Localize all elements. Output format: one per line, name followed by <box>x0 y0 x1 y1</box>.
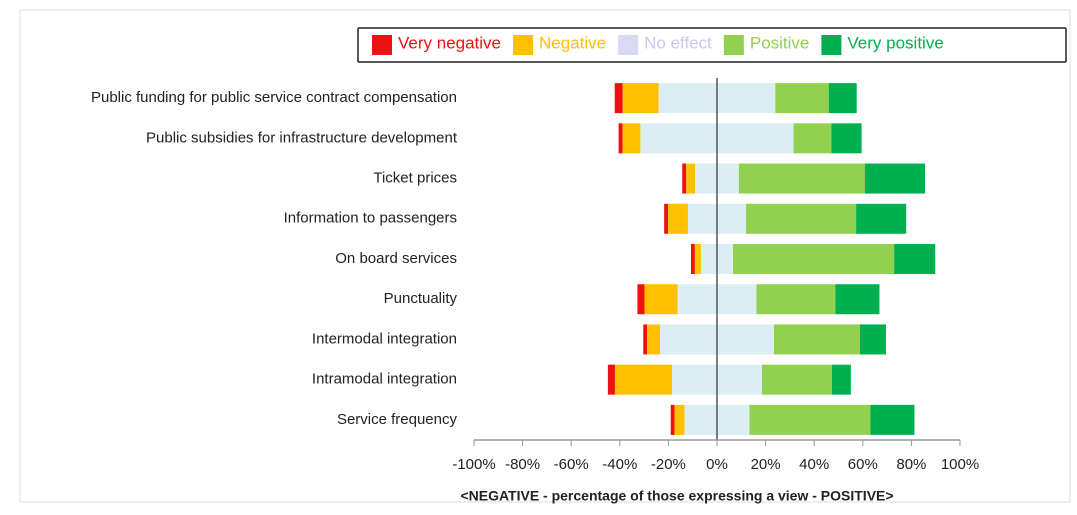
bar-segment <box>733 244 895 274</box>
bar-segment <box>761 364 832 395</box>
bar-segment <box>614 364 673 395</box>
x-tick-label: 80% <box>896 456 926 473</box>
bar-segment <box>894 244 936 274</box>
legend-swatch <box>821 35 842 55</box>
x-tick-label: 0% <box>706 456 728 473</box>
bar-segment <box>647 324 661 355</box>
legend-swatch <box>618 35 639 55</box>
category-label: On board services <box>335 250 457 267</box>
bar-segment <box>749 404 871 435</box>
legend-label: Very negative <box>398 33 501 52</box>
bar-segment <box>690 244 695 274</box>
bar-segment <box>793 123 832 154</box>
bar-segment <box>664 203 669 234</box>
category-label: Intramodal integration <box>312 371 457 388</box>
x-tick-label: -80% <box>505 456 540 473</box>
bar-segment <box>694 244 701 274</box>
frame <box>19 9 1071 503</box>
bar-segment <box>643 324 648 355</box>
bar-segment <box>674 404 685 435</box>
bar-segment <box>668 203 688 234</box>
legend-label: Negative <box>539 33 606 52</box>
bar-segment <box>864 163 926 194</box>
bar-segment <box>622 83 659 114</box>
x-tick-label: -40% <box>602 456 637 473</box>
x-tick-label: 20% <box>751 456 781 473</box>
bar-segment <box>828 83 857 114</box>
category-label: Intermodal integration <box>312 330 457 347</box>
bar-segment <box>835 284 880 315</box>
bar-segment <box>860 324 887 355</box>
x-tick-label: -20% <box>651 456 686 473</box>
legend-label: Positive <box>750 33 810 52</box>
bar-segment <box>856 203 907 234</box>
x-tick-label: -100% <box>452 456 495 473</box>
bar-segment <box>831 123 862 154</box>
category-label: Punctuality <box>384 290 458 307</box>
bar-segment <box>831 364 851 395</box>
legend-swatch <box>513 35 534 55</box>
x-tick-label: -60% <box>554 456 589 473</box>
legend-swatch <box>372 35 392 55</box>
bar-segment <box>618 123 623 154</box>
bar-segment <box>670 404 675 435</box>
bar-segment <box>773 324 861 355</box>
category-label: Public subsidies for infrastructure deve… <box>146 129 458 146</box>
category-label: Public funding for public service contra… <box>91 89 457 106</box>
x-tick-label: 40% <box>799 456 829 473</box>
bar-segment <box>870 404 915 435</box>
bar-segment <box>614 83 623 114</box>
category-label: Ticket prices <box>373 170 457 187</box>
bar-segment <box>622 123 641 154</box>
bar-segment <box>746 203 857 234</box>
x-tick-label: 60% <box>848 456 878 473</box>
x-axis-label: <NEGATIVE - percentage of those expressi… <box>460 488 893 504</box>
bar-segment <box>682 163 687 194</box>
x-tick-label: 100% <box>941 456 979 473</box>
bar-segment <box>607 364 615 395</box>
bar-segment <box>637 284 645 315</box>
category-label: Information to passengers <box>284 210 457 227</box>
legend-swatch <box>723 35 744 55</box>
bar-segment <box>738 163 865 194</box>
legend-label: Very positive <box>847 33 943 52</box>
bar-segment <box>686 163 696 194</box>
bar-segment <box>644 284 678 315</box>
category-label: Service frequency <box>337 411 458 428</box>
legend-label: No effect <box>644 33 712 52</box>
bar-segment <box>775 83 829 114</box>
bar-segment <box>756 284 836 315</box>
